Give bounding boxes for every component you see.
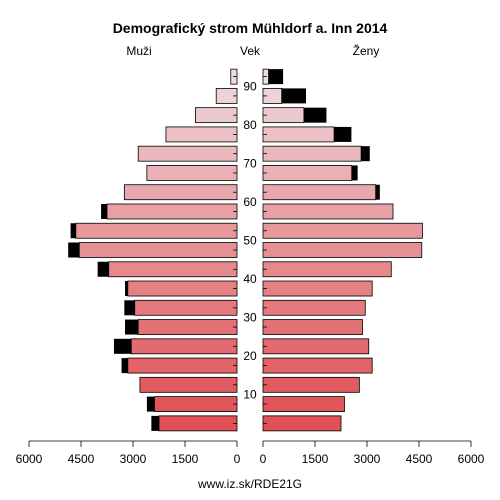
men-excess-55-59	[101, 203, 107, 219]
women-x-tick-label: 3000	[354, 452, 381, 466]
women-bar-15-19	[262, 357, 373, 374]
women-excess-65-69	[351, 165, 358, 181]
women-bar-30-34	[262, 299, 366, 316]
men-bar-40-44	[108, 261, 238, 278]
women-x-tick-label: 4500	[406, 452, 433, 466]
men-bar-30-34	[134, 299, 238, 316]
women-x-tick-label: 1500	[302, 452, 329, 466]
women-bar-40-44	[262, 261, 392, 278]
women-x-axis: 0 1500 3000 4500 6000	[260, 440, 485, 466]
men-bar-10-14	[139, 376, 238, 393]
men-excess-30-34	[124, 300, 135, 316]
women-x-tick-label: 6000	[458, 452, 485, 466]
women-bar-60-64	[262, 184, 377, 201]
women-x-tick-label: 0	[260, 452, 267, 466]
women-bar-75-79	[262, 126, 335, 143]
age-tick-label: 90	[243, 79, 257, 93]
men-bar-70-74	[137, 145, 238, 162]
men-excess-45-49	[68, 242, 80, 258]
men-x-tick-label: 3000	[120, 452, 147, 466]
women-excess-80-84	[303, 107, 327, 123]
women-bar-65-69	[262, 165, 353, 181]
men-bar-5-9	[154, 396, 238, 413]
men-excess-0-4	[151, 415, 159, 431]
women-bar-10-14	[262, 376, 360, 393]
age-tick-label: 50	[243, 233, 257, 247]
men-excess-50-54	[70, 223, 76, 239]
footer-url[interactable]: www.iz.sk/RDE21G	[197, 477, 302, 491]
men-excess-25-29	[125, 319, 139, 335]
men-x-tick-label: 0	[234, 452, 241, 466]
women-bar-70-74	[262, 145, 362, 162]
age-tick-label: 60	[243, 195, 257, 209]
age-tick-label: 30	[243, 310, 257, 324]
men-excess-5-9	[146, 396, 155, 412]
women-bar-50-54	[262, 222, 423, 239]
women-bars	[262, 68, 423, 432]
men-bar-25-29	[137, 319, 238, 335]
men-bar-55-59	[106, 203, 238, 220]
men-bars	[68, 68, 238, 432]
men-bar-75-79	[165, 126, 238, 143]
men-bar-60-64	[123, 184, 238, 201]
men-bar-80-84	[194, 107, 238, 124]
men-excess-35-39	[125, 281, 128, 297]
men-x-axis: 6000 4500 3000 1500 0	[16, 440, 241, 466]
men-label: Muži	[126, 44, 151, 58]
age-axis: 10 20 30 40 50 60 70 80 90	[233, 76, 267, 424]
women-excess-85-89	[281, 88, 306, 104]
women-excess-75-79	[334, 126, 352, 142]
age-tick-label: 20	[243, 349, 257, 363]
men-bar-45-49	[78, 242, 238, 258]
women-excess-90+	[268, 69, 284, 85]
women-bar-80-84	[262, 107, 305, 124]
women-bar-55-59	[262, 203, 394, 220]
men-excess-40-44	[97, 261, 109, 277]
women-excess-60-64	[375, 184, 380, 200]
men-bar-35-39	[127, 280, 238, 297]
age-label: Vek	[240, 44, 261, 58]
age-tick-label: 40	[243, 272, 257, 286]
women-bar-5-9	[262, 396, 345, 413]
age-tick-label: 70	[243, 156, 257, 170]
men-x-tick-label: 1500	[172, 452, 199, 466]
men-bar-50-54	[75, 222, 238, 239]
men-bar-65-69	[146, 165, 238, 181]
women-bar-45-49	[262, 242, 423, 258]
men-bar-0-4	[158, 415, 238, 432]
men-excess-15-19	[121, 358, 128, 374]
women-bar-0-4	[262, 415, 342, 432]
men-excess-20-24	[113, 338, 132, 354]
men-x-tick-label: 6000	[16, 452, 43, 466]
women-bar-35-39	[262, 280, 373, 297]
chart-title: Demografický strom Mühldorf a. Inn 2014	[113, 20, 388, 36]
women-bar-20-24	[262, 338, 370, 355]
men-x-tick-label: 4500	[68, 452, 95, 466]
men-bar-20-24	[130, 338, 238, 355]
women-bar-25-29	[262, 319, 363, 335]
age-tick-label: 10	[243, 387, 257, 401]
age-tick-label: 80	[243, 118, 257, 132]
women-excess-70-74	[361, 146, 370, 162]
women-label: Ženy	[353, 43, 380, 58]
men-bar-15-19	[127, 357, 238, 374]
